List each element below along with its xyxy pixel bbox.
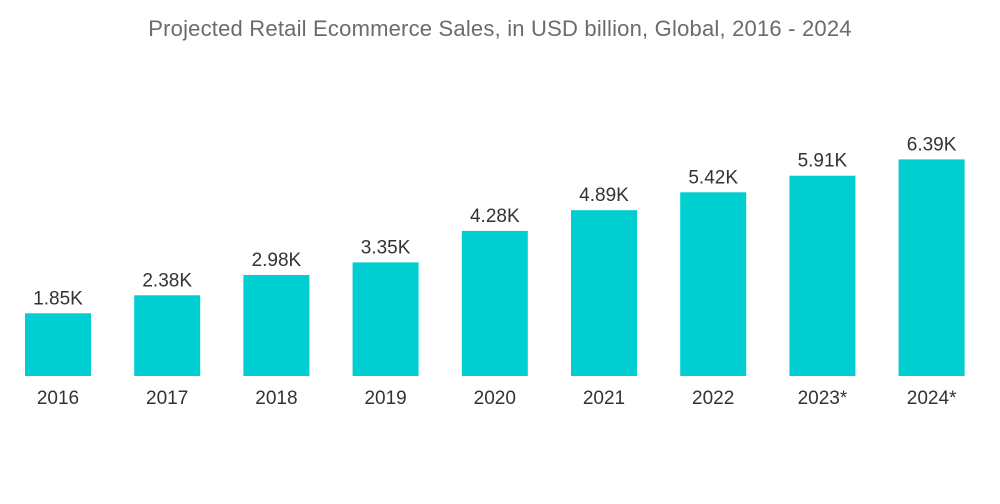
x-tick-label-2024-projected: 2024* [907,388,957,409]
value-label-2024-projected: 6.39K [907,134,957,155]
x-tick-label-2020: 2020 [474,388,516,409]
bar-2020 [461,230,528,376]
bar-2024-projected [898,159,965,376]
bar-2023-projected [789,175,856,376]
chart-title: Projected Retail Ecommerce Sales, in USD… [148,16,852,41]
bar-2016 [25,313,91,376]
bar-2017 [134,295,201,376]
value-label-2022: 5.42K [688,167,738,188]
value-label-2020: 4.28K [470,206,520,227]
value-labels-group: 1.85K 2.38K 2.98K 3.35K 4.28K 4.89K 5.42K 5.91K… [33,134,957,309]
x-tick-label-2023-projected: 2023* [798,388,848,409]
bar-2019 [352,262,419,376]
value-label-2018: 2.98K [252,250,302,271]
x-tick-label-2019: 2019 [364,388,406,409]
bar-2018 [243,275,310,376]
x-tick-label-2018: 2018 [255,388,297,409]
value-label-2016: 1.85K [33,288,83,309]
bar-2021 [571,210,637,376]
value-label-2021: 4.89K [579,185,629,206]
x-tick-label-2016: 2016 [37,388,79,409]
x-tick-label-2021: 2021 [583,388,625,409]
value-label-2023-projected: 5.91K [798,151,848,172]
x-axis-tick-labels: 2016 2017 2018 2019 2020 2021 2022 2023* 2024* [37,388,957,409]
x-tick-label-2017: 2017 [146,388,188,409]
bars-group [25,159,965,376]
x-tick-label-2022: 2022 [692,388,734,409]
value-label-2019: 3.35K [361,237,411,258]
bar-2022 [680,192,747,376]
value-label-2017: 2.38K [142,270,192,291]
